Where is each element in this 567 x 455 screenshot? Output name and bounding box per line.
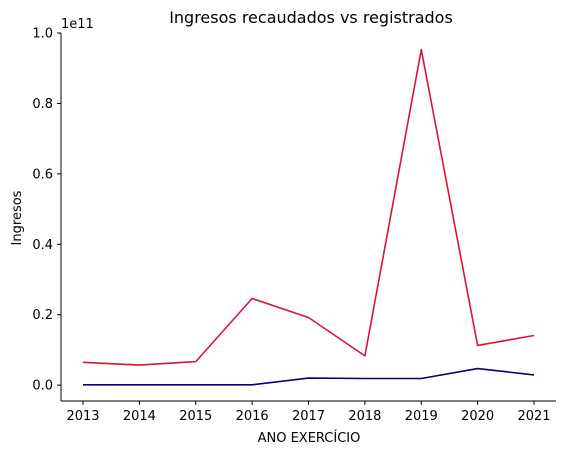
series-line-1	[82, 48, 535, 366]
x-tick-label: 2013	[66, 409, 99, 424]
x-tick-label: 2021	[517, 409, 550, 424]
x-tick-label: 2017	[292, 409, 325, 424]
x-axis-label: ANO EXERCÍCIO	[258, 430, 361, 446]
series-line-2	[83, 367, 535, 386]
plot-area: 2013 2014 2015 2016 2017 2018 2019 2020 2021 0.0 0…	[32, 27, 556, 424]
y-tick-label: 0.0	[32, 379, 53, 394]
x-tick-label: 2016	[236, 409, 269, 424]
x-tick-label: 2015	[179, 409, 212, 424]
y-tick-label: 1.0	[32, 27, 53, 42]
x-tick-label: 2018	[348, 409, 381, 424]
x-tick-label: 2019	[405, 409, 438, 424]
y-tick-label: 0.4	[32, 238, 53, 253]
y-tick-label: 0.8	[32, 97, 53, 112]
y-tick-label: 0.6	[32, 167, 53, 182]
y-axis-label: Ingresos	[10, 190, 25, 245]
x-tick-label: 2014	[123, 409, 156, 424]
y-tick-label: 0.2	[32, 308, 53, 323]
chart-title: Ingresos recaudados vs registrados	[169, 8, 453, 27]
x-tick-label: 2020	[461, 409, 494, 424]
y-offset-label: 1e11	[61, 17, 94, 32]
